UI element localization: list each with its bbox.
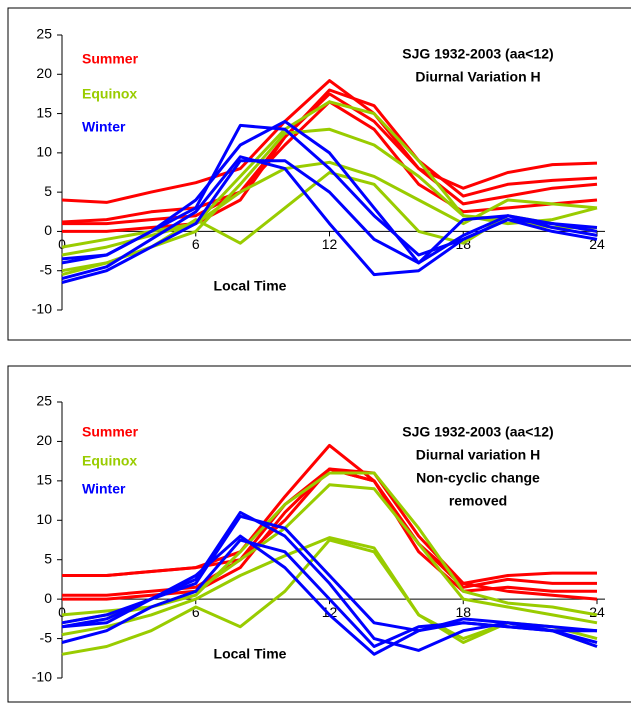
legend-label: Summer [82, 424, 139, 440]
panel-frame [7, 365, 631, 703]
chart-title: SJG 1932-2003 (aa<12) [402, 424, 553, 440]
x-axis-label: Local Time [214, 278, 287, 294]
y-tick-label: 0 [44, 222, 52, 238]
y-tick-label: -10 [32, 669, 52, 685]
data-line [61, 534, 597, 656]
y-tick-label: 5 [44, 550, 52, 566]
y-tick-label: -5 [40, 261, 53, 277]
y-tick-label: 10 [36, 144, 52, 160]
y-tick-label: 20 [36, 65, 52, 81]
data-line [61, 88, 598, 224]
x-tick-label: 6 [192, 236, 200, 252]
y-tick-label: 15 [36, 472, 52, 488]
data-line [61, 159, 598, 284]
data-line [61, 160, 598, 257]
x-tick-label: 6 [192, 604, 200, 620]
chart-title: Diurnal variation H [416, 447, 540, 463]
y-tick-label: 25 [36, 26, 52, 42]
data-line [61, 79, 598, 204]
data-line [61, 155, 598, 281]
legend-label: Summer [82, 51, 139, 67]
x-tick-label: 18 [455, 604, 471, 620]
y-tick-label: 0 [44, 590, 52, 606]
y-tick-label: -10 [32, 301, 52, 317]
chart-title: removed [449, 493, 507, 509]
legend-label: Equinox [82, 86, 137, 102]
x-tick-label: 0 [58, 604, 66, 620]
x-tick-label: 12 [322, 604, 338, 620]
legend-label: Equinox [82, 453, 137, 469]
y-tick-label: 20 [36, 432, 52, 448]
data-line [61, 471, 598, 617]
y-tick-label: 15 [36, 104, 52, 120]
y-tick-label: 10 [36, 511, 52, 527]
chart-title: Diurnal Variation H [415, 69, 540, 85]
chart-title: SJG 1932-2003 (aa<12) [402, 46, 553, 62]
x-axis-label: Local Time [214, 646, 287, 662]
legend-label: Winter [82, 119, 126, 135]
y-tick-label: -5 [40, 629, 53, 645]
legend-label: Winter [82, 481, 126, 497]
x-tick-label: 12 [322, 236, 338, 252]
data-line [62, 443, 597, 585]
data-line [62, 467, 598, 601]
x-tick-label: 24 [589, 604, 605, 620]
data-line [62, 92, 598, 233]
y-tick-label: 25 [36, 393, 52, 409]
y-tick-label: 5 [44, 183, 52, 199]
chart-title: Non-cyclic change [416, 470, 540, 486]
panel-frame [7, 7, 631, 341]
x-tick-label: 0 [58, 236, 66, 252]
